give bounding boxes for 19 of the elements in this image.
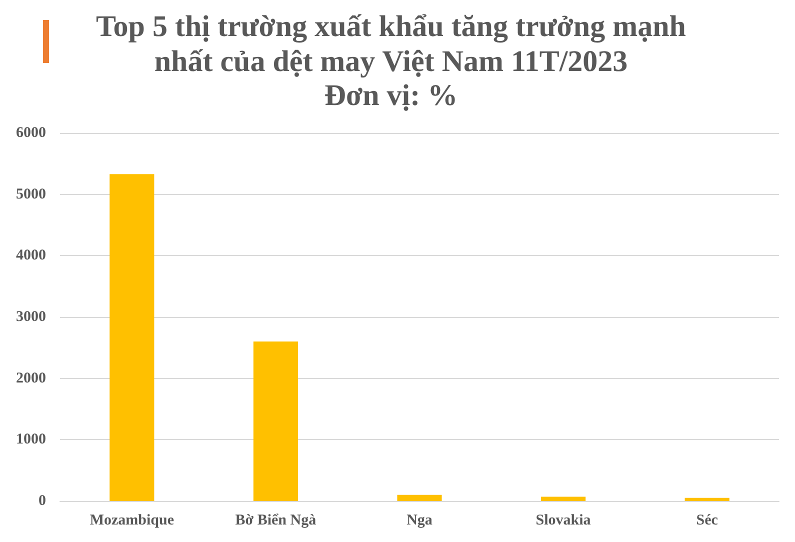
bar: [253, 342, 298, 501]
x-tick-label: Bờ Biển Ngà: [235, 512, 317, 528]
bar: [541, 496, 586, 501]
y-tick-label: 3000: [16, 309, 46, 325]
bar: [110, 174, 154, 501]
x-tick-label: Nga: [406, 512, 433, 528]
y-tick-label: 5000: [16, 186, 46, 202]
x-tick-label: Slovakia: [536, 512, 592, 528]
y-tick-label: 6000: [16, 125, 46, 141]
y-tick-label: 1000: [16, 432, 46, 448]
chart-subtitle: Đơn vị: %: [323, 79, 459, 114]
chart-title: Top 5 thị trường xuất khẩu tăng trưởng mạnh nhất của dệt may Việt Nam 11T/2023: [95, 10, 687, 79]
bar: [397, 494, 442, 501]
y-tick-label: 2000: [16, 370, 46, 386]
y-tick-label: 4000: [16, 248, 46, 264]
x-tick-label: Mozambique: [90, 512, 174, 528]
bar: [684, 498, 730, 501]
x-tick-label: Séc: [696, 512, 718, 528]
y-tick-label: 0: [38, 493, 46, 509]
